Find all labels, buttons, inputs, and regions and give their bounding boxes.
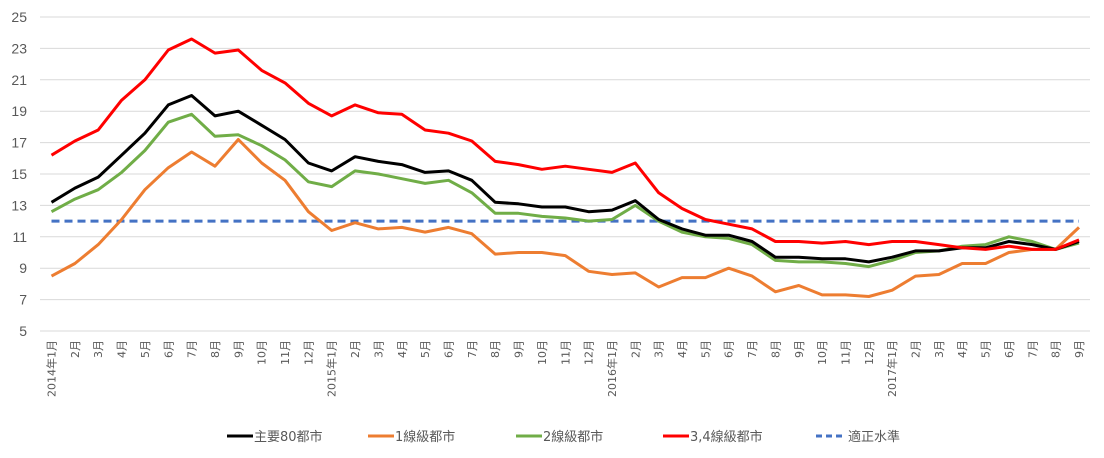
x-axis: 2014年1月 2月 3月 4月 5月 6月 7月 8月 9月 10月 11月 12月 2015年1月 2…: [45, 340, 1087, 397]
x-tick-label: 7月: [186, 340, 199, 358]
x-tick-label: 3月: [372, 340, 385, 358]
x-tick-label: 6月: [1003, 340, 1016, 358]
x-tick-label: 9月: [1073, 340, 1086, 358]
series-lines: [50, 37, 1081, 298]
x-tick-label: 2016年1月: [605, 340, 619, 397]
x-tick-label: 4月: [676, 340, 689, 358]
y-tick-label: 15: [11, 166, 27, 182]
y-tick-label: 23: [11, 40, 27, 56]
x-tick-label: 8月: [769, 340, 782, 358]
x-tick-label: 2月: [910, 340, 923, 358]
legend-label: 1線級都市: [395, 429, 455, 445]
x-tick-label: 11月: [559, 340, 572, 365]
y-tick-label: 7: [19, 292, 27, 308]
x-tick-label: 5月: [980, 340, 993, 358]
y-tick-label: 19: [11, 103, 27, 119]
y-axis: 5 7 9 11 13 15 17 19 21 23 25: [11, 9, 27, 339]
x-tick-label: 3月: [653, 340, 666, 358]
x-tick-label: 8月: [209, 340, 222, 358]
legend-label: 主要80都市: [254, 429, 323, 445]
x-tick-label: 9月: [793, 340, 806, 358]
y-tick-label: 5: [19, 323, 27, 339]
x-tick-label: 4月: [116, 340, 129, 358]
x-tick-label: 8月: [1050, 340, 1063, 358]
legend: 主要80都市 1線級都市 2線級都市 3,4線級都市 適正水準: [227, 429, 900, 445]
x-tick-label: 2014年1月: [45, 340, 59, 397]
legend-item: 3,4線級都市: [663, 429, 763, 445]
legend-label: 2線級都市: [543, 429, 603, 445]
legend-item: 主要80都市: [227, 429, 323, 445]
x-tick-label: 4月: [956, 340, 969, 358]
x-tick-label: 2月: [69, 340, 82, 358]
series-line-3: [50, 37, 1080, 251]
x-tick-label: 11月: [279, 340, 292, 365]
legend-item: 2線級都市: [516, 429, 603, 445]
x-tick-label: 9月: [232, 340, 245, 358]
x-tick-label: 7月: [746, 340, 759, 358]
x-tick-label: 12月: [583, 340, 596, 365]
x-tick-label: 5月: [139, 340, 152, 358]
x-tick-label: 6月: [723, 340, 736, 358]
y-tick-label: 13: [11, 197, 27, 213]
x-tick-label: 5月: [699, 340, 712, 358]
x-tick-label: 6月: [162, 340, 175, 358]
x-tick-label: 2017年1月: [885, 340, 899, 397]
x-tick-label: 3月: [933, 340, 946, 358]
x-tick-label: 9月: [513, 340, 526, 358]
y-tick-label: 9: [19, 260, 27, 276]
legend-item: 適正水準: [816, 429, 900, 445]
y-tick-label: 11: [12, 229, 27, 245]
x-tick-label: 7月: [1026, 340, 1039, 358]
x-tick-label: 12月: [863, 340, 876, 365]
x-tick-label: 10月: [816, 340, 829, 365]
y-tick-label: 21: [11, 72, 27, 88]
legend-label: 3,4線級都市: [690, 429, 763, 445]
x-tick-label: 2月: [349, 340, 362, 358]
x-tick-label: 10月: [256, 340, 269, 365]
x-tick-label: 10月: [536, 340, 549, 365]
y-tick-label: 17: [11, 135, 27, 151]
series-line-0: [50, 94, 1080, 264]
x-tick-label: 7月: [466, 340, 479, 358]
x-tick-label: 5月: [419, 340, 432, 358]
series-line-1: [50, 138, 1081, 298]
legend-item: 1線級都市: [368, 429, 455, 445]
legend-label: 適正水準: [848, 429, 900, 445]
gridlines: [40, 16, 1090, 332]
x-tick-label: 8月: [489, 340, 502, 358]
x-tick-label: 2015年1月: [325, 340, 339, 397]
x-tick-label: 6月: [442, 340, 455, 358]
x-tick-label: 11月: [839, 340, 852, 365]
series-line-2: [50, 112, 1080, 269]
x-tick-label: 2月: [629, 340, 642, 358]
x-tick-label: 3月: [92, 340, 105, 358]
x-tick-label: 12月: [302, 340, 315, 365]
x-tick-label: 4月: [396, 340, 409, 358]
y-tick-label: 25: [11, 9, 27, 25]
